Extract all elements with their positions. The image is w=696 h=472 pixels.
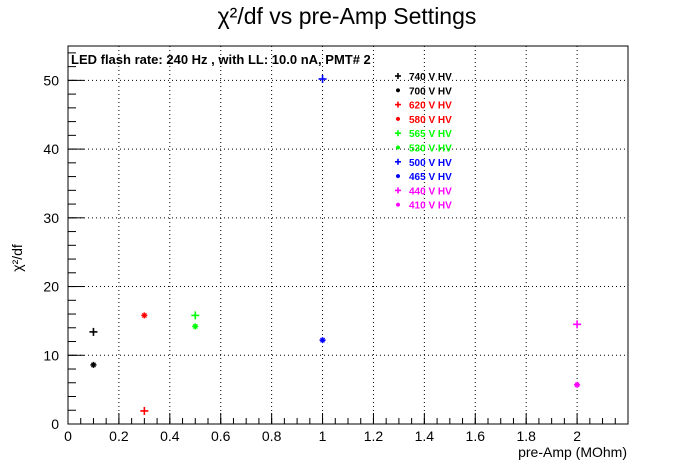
legend-marker	[396, 116, 400, 121]
marker-stroke	[141, 312, 147, 318]
data-point	[90, 361, 97, 368]
y-axis-label: χ²/df	[9, 244, 25, 272]
x-tick-label: 0.4	[160, 428, 180, 444]
legend-marker	[396, 145, 400, 150]
legend-marker	[395, 130, 401, 137]
y-tick-label: 40	[43, 141, 59, 157]
y-tick-label: 30	[43, 210, 59, 226]
legend-label: 530 V HV	[409, 144, 452, 155]
data-points	[89, 74, 582, 415]
x-tick-label: 0	[64, 428, 72, 444]
marker-stroke	[574, 382, 580, 388]
marker-stroke	[396, 88, 400, 93]
marker-stroke	[396, 117, 400, 121]
x-axis-label: pre-Amp (MOhm)	[518, 444, 627, 460]
data-point	[318, 74, 327, 83]
legend-marker	[395, 73, 401, 79]
legend-label: 410 V HV	[409, 201, 452, 212]
data-point	[191, 311, 200, 320]
marker-stroke	[320, 337, 326, 343]
data-point	[319, 337, 326, 344]
y-tick-label: 20	[43, 279, 59, 295]
legend-label: 440 V HV	[409, 186, 452, 197]
x-tick-label: 1	[319, 428, 327, 444]
legend-label: 740 V HV	[409, 72, 452, 83]
legend-label: 500 V HV	[409, 158, 452, 169]
y-tick-label: 50	[43, 72, 59, 88]
x-tick-label: 1.4	[415, 428, 435, 444]
data-point	[141, 312, 148, 319]
x-tick-label: 1.6	[466, 428, 486, 444]
marker-stroke	[396, 174, 400, 178]
legend-marker	[396, 174, 400, 179]
y-tick-label: 10	[43, 347, 59, 363]
legend-label: 700 V HV	[409, 86, 452, 97]
chart-annotation: LED flash rate: 240 Hz , with LL: 10.0 n…	[71, 52, 371, 67]
legend-label: 620 V HV	[409, 101, 452, 112]
x-tick-label: 0.6	[211, 428, 231, 444]
x-tick-label: 1.8	[516, 428, 536, 444]
marker-stroke	[90, 362, 96, 368]
legend-marker	[396, 202, 400, 207]
data-point	[192, 323, 199, 330]
legend: 740 V HV 700 V HV 620 V HV 580 V HV 565 V HV…	[395, 72, 452, 212]
marker-stroke	[192, 323, 198, 329]
grid-lines	[68, 46, 628, 424]
axis-ticks	[67, 52, 629, 425]
data-point	[574, 381, 581, 388]
y-tick-label: 0	[51, 416, 59, 432]
x-tick-label: 0.8	[262, 428, 282, 444]
data-point	[573, 320, 582, 329]
y-tick-labels: 0 10 20 30 40 50	[43, 72, 59, 432]
legend-label: 580 V HV	[409, 115, 452, 126]
data-point	[140, 406, 149, 415]
data-point	[89, 327, 98, 336]
legend-marker	[395, 187, 401, 194]
legend-marker	[396, 88, 400, 93]
x-tick-label: 2	[573, 428, 581, 444]
marker-stroke	[396, 145, 400, 150]
marker-stroke	[396, 202, 400, 207]
legend-marker	[395, 158, 401, 165]
x-tick-label: 1.2	[364, 428, 384, 444]
chart-title: χ²/df vs pre-Amp Settings	[218, 3, 477, 29]
legend-label: 565 V HV	[409, 129, 452, 140]
legend-label: 465 V HV	[409, 172, 452, 183]
x-tick-labels: 0 0.2 0.4 0.6 0.8 1 1.2 1.4 1.6 1.8 2	[64, 428, 581, 444]
legend-marker	[395, 101, 401, 108]
x-tick-label: 0.2	[109, 428, 129, 444]
